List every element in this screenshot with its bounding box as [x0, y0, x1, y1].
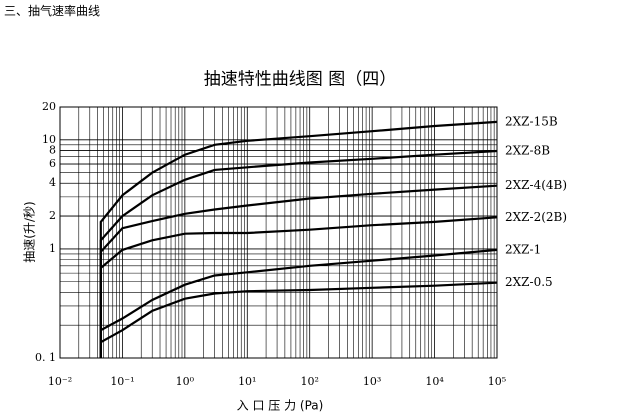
x-tick-label: 10³ — [363, 375, 381, 388]
series-label: 2XZ-2(2B) — [505, 210, 567, 224]
series-label: 2XZ-4(4B) — [505, 178, 567, 192]
x-tick-label: 10¹ — [238, 375, 256, 388]
page-heading: 三、抽气速率曲线 — [4, 4, 101, 18]
series-label: 2XZ-1 — [505, 242, 541, 256]
y-tick-label: 1 — [49, 242, 56, 255]
y-tick-label: 20 — [42, 100, 56, 113]
x-tick-label: 10⁵ — [488, 375, 506, 388]
series-label: 2XZ-0.5 — [505, 275, 553, 289]
x-tick-label: 10⁴ — [425, 375, 444, 388]
x-tick-label: 10⁻¹ — [110, 375, 134, 388]
series-line — [99, 248, 498, 358]
y-tick-label: 0. 1 — [35, 351, 56, 364]
y-tick-label: 6 — [49, 157, 56, 170]
y-tick-label: 10 — [42, 133, 56, 146]
y-axis-label: 抽速(升/秒) — [23, 201, 37, 262]
chart-title: 抽速特性曲线图 图（四） — [204, 70, 396, 90]
series-label: 2XZ-15B — [505, 114, 558, 128]
series-line — [99, 120, 498, 358]
y-tick-label: 2 — [49, 209, 56, 222]
series-line — [99, 149, 498, 358]
x-axis-label: 入 口 压 力 (Pa) — [237, 399, 324, 413]
series-line — [99, 184, 498, 358]
x-tick-label: 10² — [301, 375, 319, 388]
x-tick-label: 10⁻² — [48, 375, 72, 388]
y-tick-label: 8 — [49, 143, 56, 156]
series-line — [99, 216, 498, 358]
plot-frame — [59, 106, 498, 359]
series-label: 2XZ-8B — [505, 144, 550, 158]
series-line — [99, 281, 498, 358]
x-tick-label: 10⁰ — [176, 375, 195, 388]
y-tick-label: 4 — [49, 176, 56, 189]
